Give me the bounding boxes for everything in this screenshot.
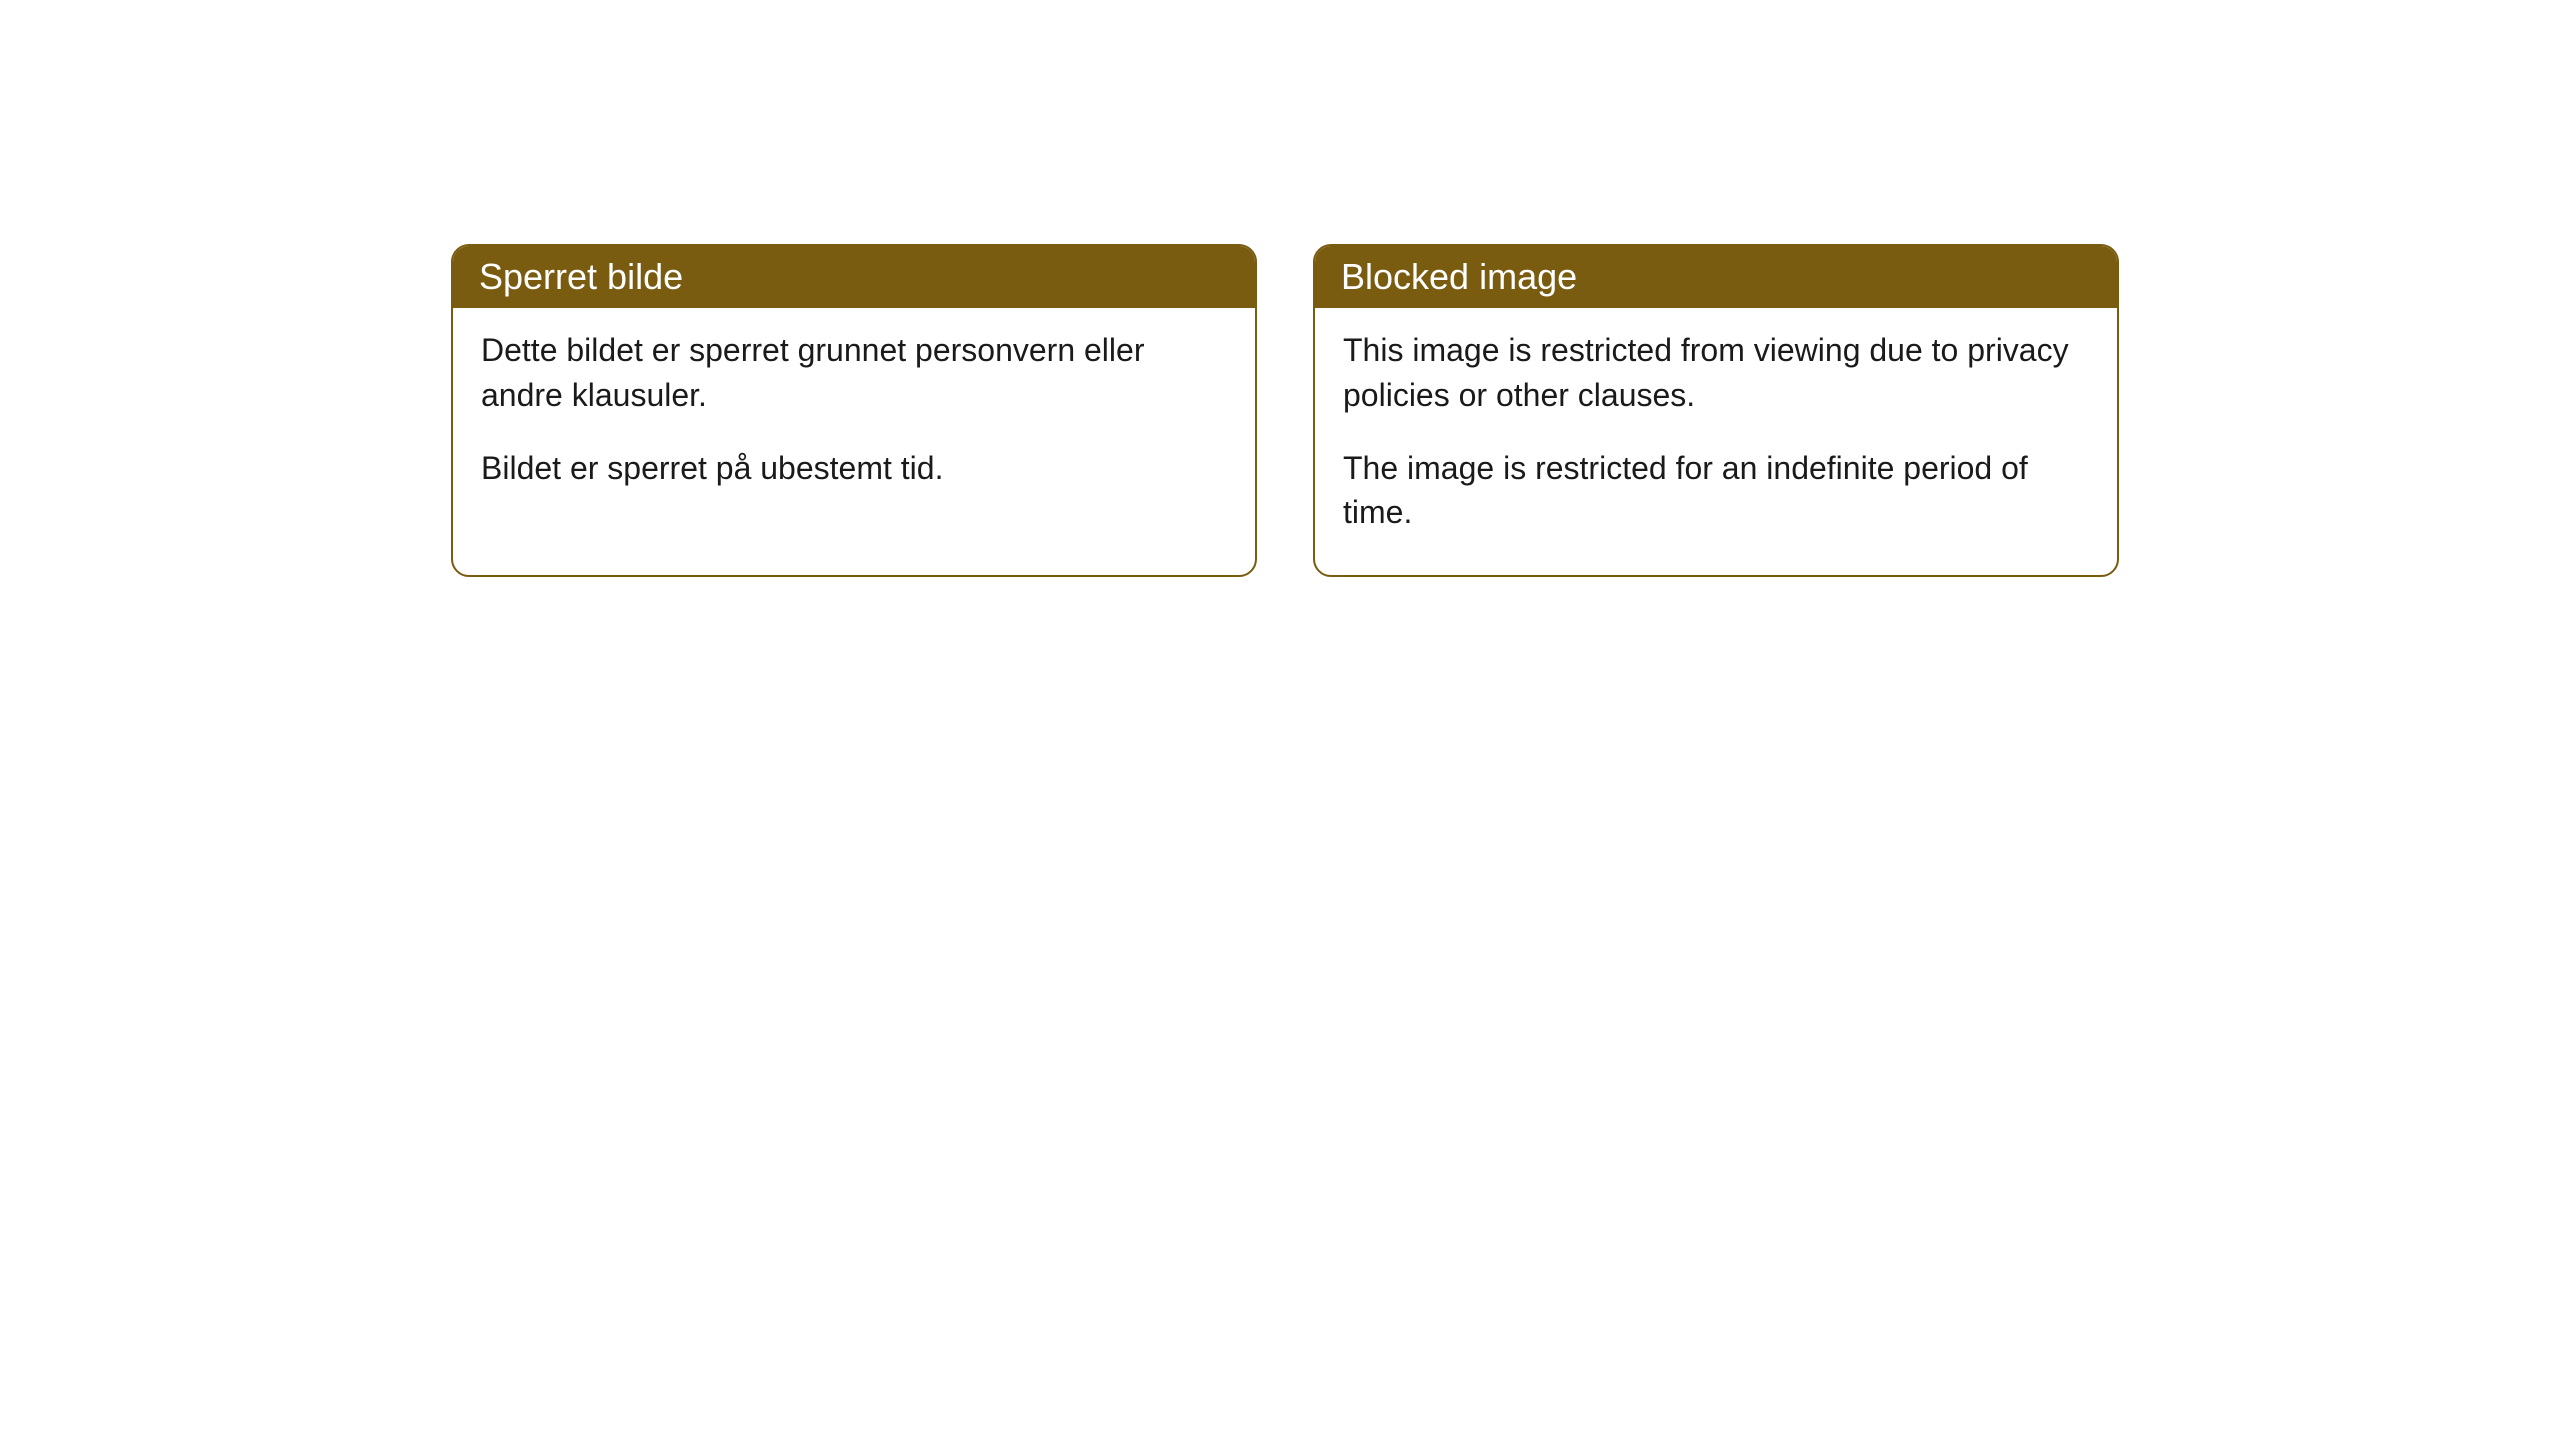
card-paragraph: The image is restricted for an indefinit… xyxy=(1343,446,2089,536)
card-body: This image is restricted from viewing du… xyxy=(1315,308,2117,575)
card-paragraph: Dette bildet er sperret grunnet personve… xyxy=(481,328,1227,418)
card-header: Sperret bilde xyxy=(453,246,1255,308)
card-paragraph: Bildet er sperret på ubestemt tid. xyxy=(481,446,1227,491)
card-title: Sperret bilde xyxy=(479,256,683,297)
card-body: Dette bildet er sperret grunnet personve… xyxy=(453,308,1255,530)
card-paragraph: This image is restricted from viewing du… xyxy=(1343,328,2089,418)
notice-cards-container: Sperret bilde Dette bildet er sperret gr… xyxy=(451,244,2119,577)
card-header: Blocked image xyxy=(1315,246,2117,308)
card-title: Blocked image xyxy=(1341,256,1577,297)
blocked-image-card-norwegian: Sperret bilde Dette bildet er sperret gr… xyxy=(451,244,1257,577)
blocked-image-card-english: Blocked image This image is restricted f… xyxy=(1313,244,2119,577)
